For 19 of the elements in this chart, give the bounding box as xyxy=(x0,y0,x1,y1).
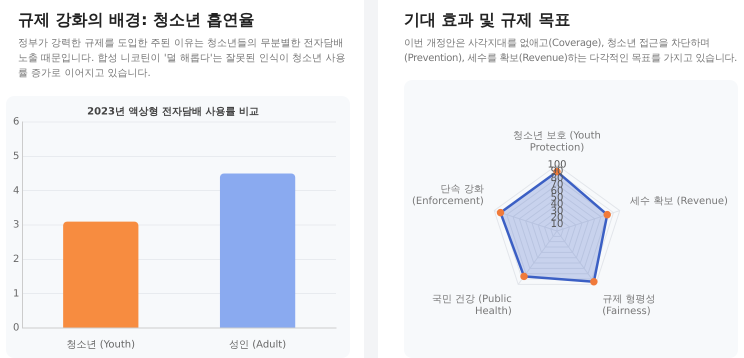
chart-title: 기대 효과 및 규제 목표 xyxy=(404,10,570,31)
y-tick-label: 2 xyxy=(12,254,20,265)
spoke-label: 청소년 보호 (Youth Protection) xyxy=(513,130,601,154)
spoke-label: 단속 강화 (Enforcement) xyxy=(412,184,484,207)
chart-subtitle: 이번 개정안은 사각지대를 없애고(Coverage), 청소년 접근을 차단하며(Prevention), 세수를 확보(Revenue)하는 다각적인 목표를 가지고 있습니다. xyxy=(404,37,738,66)
x-tick-label: 청소년 (Youth) xyxy=(66,340,136,351)
y-tick-label: 0 xyxy=(12,322,20,334)
chart-subtitle: 정부가 강력한 규제를 도입한 주된 이유는 청소년들의 무분별한 전자담배 노출 때문입니다. 합성 니코틴이 '덜 해롭다'는 잘못된 인식이 청소년 사용률 증가로 이어지고 있습니다. xyxy=(18,37,346,81)
y-tick-label: 3 xyxy=(12,220,20,231)
spoke-label: 세수 확보 (Revenue) xyxy=(630,196,728,207)
y-tick-label: 4 xyxy=(12,185,20,196)
spoke-label: 국민 건강 (Public Health) xyxy=(432,294,512,317)
y-tick-label: 6 xyxy=(12,116,20,128)
x-tick-label: 성인 (Adult) xyxy=(229,340,286,351)
y-tick-label: 1 xyxy=(12,288,20,300)
y-tick-label: 5 xyxy=(12,150,20,162)
chart-title: 규제 강화의 배경: 청소년 흡연율 xyxy=(18,10,255,31)
text: 2023년 액상형 전자담배 사용률 비교 xyxy=(87,106,259,118)
spoke-label: 규제 형평성 (Fairness) xyxy=(602,294,656,317)
